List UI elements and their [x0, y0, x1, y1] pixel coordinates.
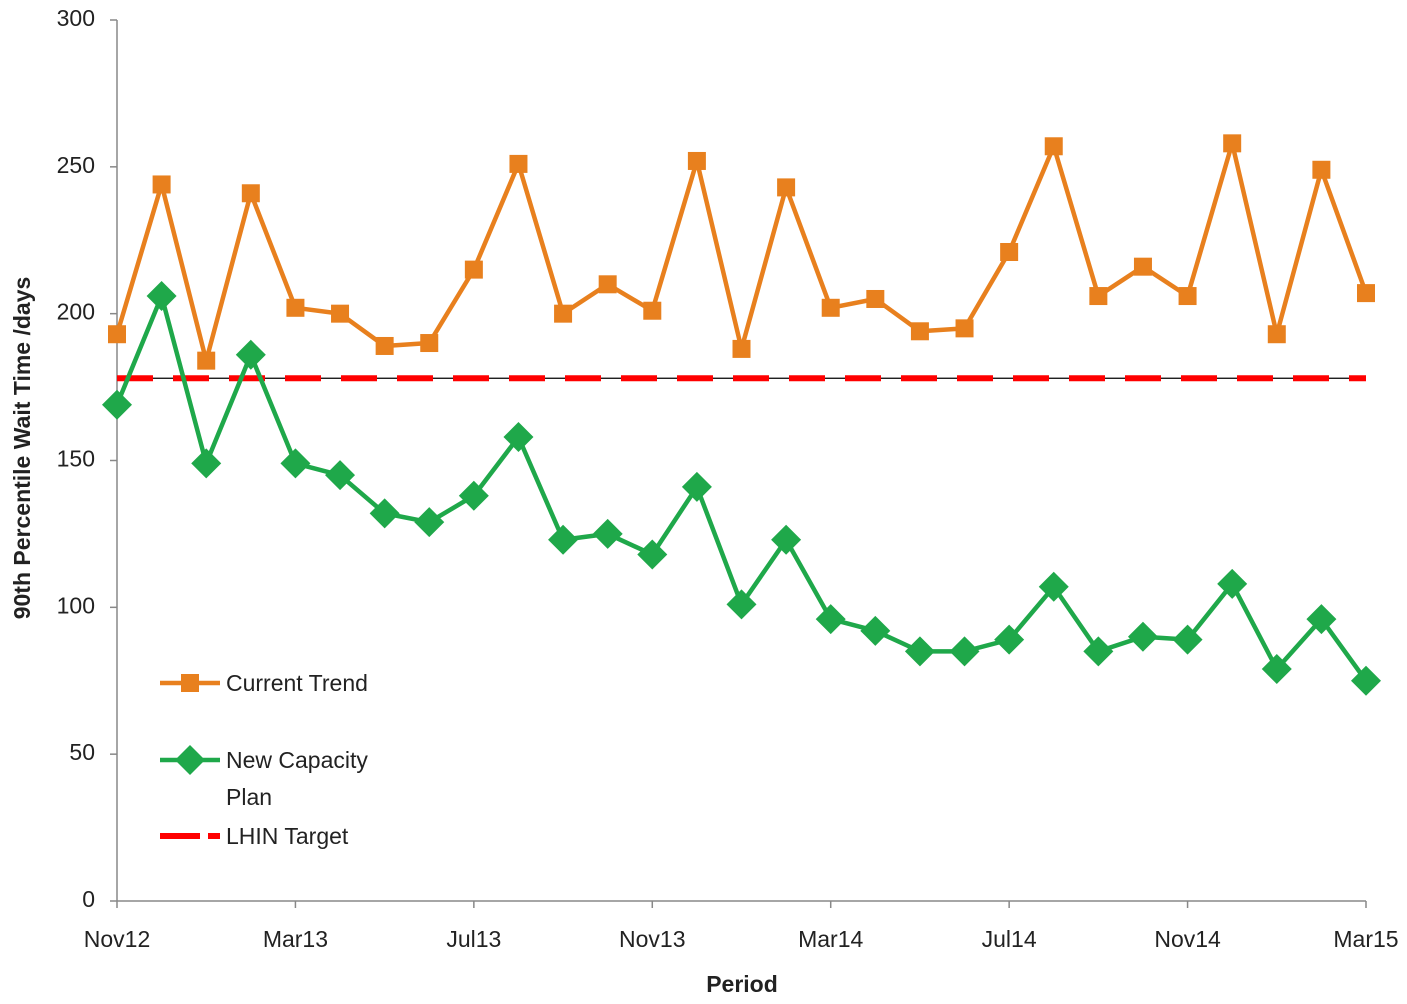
square-marker [910, 322, 929, 341]
x-tick-label: Nov14 [1154, 926, 1221, 952]
square-marker [554, 304, 573, 323]
square-marker [687, 151, 706, 170]
diamond-marker [1306, 604, 1337, 635]
diamond-marker [1083, 636, 1114, 667]
diamond-marker [1127, 621, 1158, 652]
diamond-marker [458, 480, 489, 511]
square-marker [821, 298, 840, 317]
diamond-marker [949, 636, 980, 667]
y-axis-label: 90th Percentile Wait Time /days [9, 277, 35, 620]
diamond-marker [1217, 568, 1248, 599]
diamond-marker [503, 422, 534, 453]
square-marker [732, 339, 751, 358]
square-marker [598, 275, 617, 294]
square-marker [375, 336, 394, 355]
legend-label: Current Trend [226, 670, 368, 696]
x-axis-label: Period [706, 971, 778, 997]
square-marker [1312, 160, 1331, 179]
x-tick-label: Nov13 [619, 926, 685, 952]
square-marker [866, 289, 885, 308]
diamond-marker [860, 615, 891, 646]
diamond-marker [904, 636, 935, 667]
legend-label: LHIN Target [226, 823, 349, 849]
x-tick-label: Mar15 [1333, 926, 1398, 952]
square-marker [1178, 287, 1197, 306]
diamond-marker [1038, 571, 1069, 602]
diamond-marker [414, 507, 445, 538]
diamond-marker [815, 604, 846, 635]
y-tick-label: 50 [69, 739, 95, 765]
diamond-marker [102, 389, 132, 420]
x-tick-label: Mar14 [798, 926, 863, 952]
square-marker [286, 298, 305, 317]
y-tick-label: 300 [57, 5, 95, 31]
diamond-marker [146, 281, 177, 312]
square-marker [464, 260, 483, 279]
y-tick-label: 250 [57, 152, 95, 178]
square-marker [1044, 137, 1063, 156]
square-marker [777, 178, 796, 197]
diamond-marker [994, 624, 1025, 655]
square-marker [643, 301, 662, 320]
diamond-marker [191, 448, 222, 479]
square-marker [181, 674, 199, 692]
square-marker [1000, 242, 1019, 261]
diamond-marker [325, 460, 356, 491]
square-marker [1089, 287, 1108, 306]
diamond-marker [726, 589, 757, 620]
square-marker [241, 184, 260, 203]
y-tick-label: 200 [57, 299, 95, 325]
square-marker [1133, 257, 1152, 276]
square-marker [955, 319, 974, 338]
diamond-marker [592, 518, 623, 549]
diamond-marker [1172, 624, 1203, 655]
diamond-marker [369, 498, 400, 529]
x-tick-label: Jul13 [446, 926, 501, 952]
diamond-marker [1261, 654, 1292, 685]
diamond-marker [280, 448, 311, 479]
series-line [114, 141, 1369, 363]
diamond-marker [1351, 665, 1381, 696]
y-tick-label: 0 [82, 886, 95, 912]
square-marker [197, 351, 216, 370]
diamond-marker [175, 745, 205, 775]
y-tick-label: 150 [57, 446, 95, 472]
square-marker [509, 154, 528, 173]
square-marker [1357, 284, 1375, 303]
square-marker [331, 304, 350, 323]
x-tick-label: Jul14 [982, 926, 1037, 952]
diamond-marker [548, 524, 579, 555]
legend-label: New Capacity Plan [226, 747, 368, 810]
square-marker [1223, 134, 1242, 153]
diamond-marker [681, 471, 712, 502]
square-marker [1267, 325, 1286, 344]
square-marker [152, 175, 171, 194]
y-tick-label: 100 [57, 592, 95, 618]
diamond-marker [235, 339, 266, 370]
square-marker [108, 325, 126, 344]
square-marker [420, 334, 439, 353]
x-tick-label: Mar13 [263, 926, 328, 952]
diamond-marker [637, 539, 668, 570]
diamond-marker [771, 524, 802, 555]
x-tick-label: Nov12 [84, 926, 150, 952]
